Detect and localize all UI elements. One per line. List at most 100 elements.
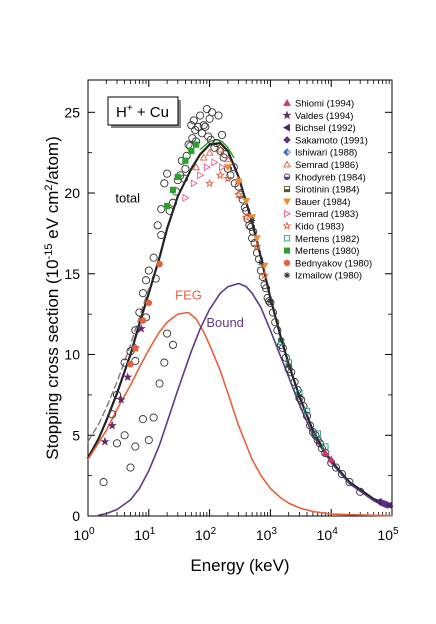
- marker-shape: [108, 410, 117, 419]
- marker-diamond: [283, 136, 291, 144]
- marker-shape: [252, 235, 261, 243]
- marker-shape: [268, 308, 277, 317]
- marker-triangle-down: [234, 178, 243, 186]
- marker-shape: [240, 203, 249, 212]
- marker-circle-open: [141, 276, 151, 285]
- marker-shape: [283, 160, 291, 168]
- marker-triangle-up-open: [199, 153, 208, 161]
- marker-shape: [126, 347, 135, 356]
- x-tick-label: 100: [73, 526, 95, 543]
- marker-star: [107, 420, 117, 430]
- marker-circle-open: [157, 205, 166, 214]
- marker-shape: [212, 138, 221, 148]
- legend-item: Sirotinin (1984): [283, 185, 359, 196]
- marker-shape: [211, 158, 219, 167]
- marker-shape: [181, 164, 190, 173]
- legend-item: Kido (1983): [282, 221, 344, 233]
- legend-label: Izmailow (1980): [295, 271, 362, 282]
- marker-circle-open: [315, 439, 324, 448]
- legend-item: Bichsel (1992): [282, 123, 356, 134]
- marker-circle-open: [138, 289, 147, 298]
- marker-circle-open: [120, 431, 129, 440]
- marker-shape: [204, 178, 215, 188]
- y-tick-label: 0: [72, 508, 80, 524]
- marker-shape: [217, 130, 227, 139]
- marker-circle-open: [216, 147, 225, 156]
- marker-shape: [145, 299, 153, 307]
- marker-shape: [112, 439, 122, 448]
- marker-circle-open: [112, 439, 122, 448]
- marker-star-open: [241, 212, 251, 222]
- marker-triangle-up: [283, 98, 291, 106]
- marker-half-circle: [283, 173, 291, 181]
- marker-shape: [192, 163, 201, 171]
- legend-label: Bichsel (1992): [295, 123, 356, 134]
- marker-shape: [184, 140, 193, 149]
- marker-shape: [199, 153, 208, 161]
- marker-circle: [145, 299, 153, 307]
- marker-circle-open: [199, 121, 208, 130]
- marker-triangle-up-open: [192, 163, 201, 171]
- marker-shape: [282, 221, 292, 230]
- title-sup: +: [127, 103, 133, 114]
- marker-shape: [153, 221, 162, 230]
- marker-triangle-up: [327, 455, 336, 463]
- marker-shape: [331, 463, 341, 472]
- marker-triangle-right-open: [182, 193, 190, 202]
- marker-shape: [151, 274, 160, 283]
- marker-shape: [199, 121, 208, 130]
- marker-circle-open: [163, 169, 172, 178]
- legend-item: Valdes (1994): [282, 110, 353, 122]
- marker-shape: [149, 413, 158, 422]
- legend-label: Semrad (1986): [295, 160, 358, 171]
- legend-label: Mertens (1982): [295, 234, 359, 245]
- marker-shape: [321, 448, 330, 457]
- marker-shape: [246, 222, 256, 231]
- marker-circle-open: [163, 329, 172, 338]
- marker-shape: [226, 171, 235, 180]
- marker-shape: [284, 176, 290, 180]
- y-tick-label: 5: [72, 427, 80, 443]
- marker-circle: [283, 259, 291, 267]
- marker-triangle-up-open: [223, 154, 232, 163]
- legend-item: Semrad (1986): [283, 160, 358, 171]
- marker-star-open: [223, 173, 233, 183]
- marker-shape: [160, 179, 169, 188]
- marker-circle-open: [181, 164, 190, 173]
- marker-shape: [144, 266, 153, 275]
- marker-shape: [283, 235, 291, 242]
- marker-shape: [284, 189, 290, 192]
- marker-circle-open: [201, 122, 210, 131]
- marker-star: [116, 394, 126, 404]
- x-tick-label: 101: [134, 526, 156, 543]
- marker-circle-open: [157, 230, 166, 240]
- marker-shape: [284, 272, 290, 278]
- x-tick-label: 105: [377, 526, 399, 543]
- marker-circle-open: [202, 105, 211, 114]
- marker-star: [123, 372, 133, 382]
- marker-triangle-left: [385, 501, 393, 510]
- marker-asterisk: [283, 272, 291, 279]
- legend-item: Bauer (1984): [283, 197, 350, 208]
- marker-circle-open: [131, 356, 140, 366]
- marker-shape: [271, 318, 280, 327]
- marker-circle-open: [262, 284, 271, 293]
- legend-label: Ishiwari (1988): [295, 148, 357, 159]
- marker-shape: [116, 394, 126, 404]
- marker-shape: [250, 239, 259, 248]
- legend-label: Sirotinin (1984): [295, 185, 359, 196]
- marker-shape: [337, 469, 346, 479]
- legend-item: Shiomi (1994): [283, 98, 354, 110]
- marker-shape: [262, 284, 271, 293]
- marker-shape: [273, 326, 282, 335]
- marker-triangle-down: [242, 198, 251, 206]
- marker-shape: [249, 217, 255, 224]
- marker-shape: [282, 110, 292, 120]
- marker-square-open: [314, 430, 321, 437]
- marker-circle-open: [240, 203, 249, 212]
- marker-circle-open: [306, 421, 315, 430]
- marker-star-open: [259, 270, 270, 280]
- marker-shape: [155, 379, 164, 388]
- marker-shape: [126, 463, 135, 472]
- legend-label: Sakamoto (1991): [295, 135, 368, 146]
